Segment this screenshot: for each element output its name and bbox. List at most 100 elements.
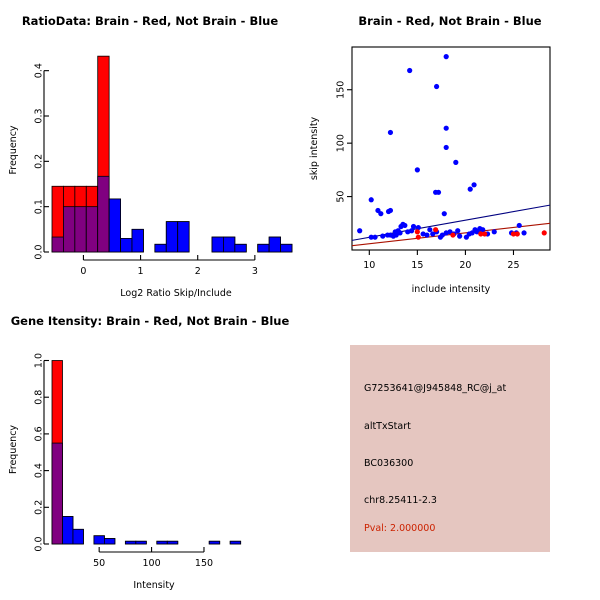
ratio-x-tick-label: 3 [252,266,258,277]
gene-y-tick-label: 0.2 [34,500,45,515]
scatter-x-tick-label: 10 [363,260,375,271]
gene-y-tick-label: 0.6 [34,426,45,441]
scatter-point [398,223,404,230]
scatter-point [441,211,447,217]
scatter-point [443,54,449,60]
scatter-y-tick-label: 100 [336,134,347,152]
ratio-bar-blue [177,221,190,253]
ratio-y-tick-label: 0.4 [34,63,45,78]
scatter-x-tick-label: 20 [459,260,471,271]
scatter-point [430,231,436,237]
ratio-bar-blue [211,236,224,253]
panel-gene-intensity-histogram: Gene Itensity: Brain - Red, Not Brain - … [0,300,300,600]
ratio-bar-blue [268,236,281,253]
ratio-y-tick-label: 0.1 [34,199,45,214]
gene-y-tick-label: 0.0 [34,536,45,551]
ratio-bar-blue [257,243,270,253]
scatter-point [541,230,547,236]
gene-bar-blue [104,538,116,545]
scatter-point [514,231,520,237]
scatter-point [478,231,484,237]
scatter-point [410,223,417,230]
ratio-bar-blue [120,237,133,253]
gene-bar-blue [124,540,137,545]
panel-gene-info: G7253641@J945848_RC@j_at altTxStart BC03… [300,300,600,600]
scatter-x-axis-label: include intensity [412,284,491,295]
ratio-histogram-title: RatioData: Brain - Red, Not Brain - Blue [21,14,279,28]
gene-bar-blue [166,540,179,545]
gene-x-tick-label: 150 [195,558,213,569]
ratio-bar-blue [154,243,167,253]
scatter-point [471,182,477,188]
scatter-point [408,228,415,234]
gene-bar-blue [135,540,147,545]
ratio-bar-overlap [85,206,99,253]
intensity-scatter-svg: 50 100 150 skip intensity 10 15 20 25 include in… [309,46,551,295]
gene-x-tick-label: 50 [93,558,105,569]
scatter-point [372,234,378,240]
scatter-point [424,232,430,238]
info-probe-id: G7253641@J945848_RC@j_at [364,383,507,394]
ratio-bar-overlap [51,236,64,253]
ratio-bar-blue [280,243,293,253]
scatter-point [387,129,394,136]
panel-intensity-scatter: Brain - Red, Not Brain - Blue 50 100 150 sk… [300,0,600,300]
gene-x-axis-label: Intensity [133,580,175,591]
ratio-bar-blue [131,228,144,253]
scatter-point [521,230,527,236]
scatter-point [414,229,420,235]
scatter-point [510,231,517,237]
scatter-point [380,233,386,239]
ratio-bar-blue [234,243,247,253]
info-event-type: altTxStart [364,421,411,432]
scatter-point [393,232,399,238]
ratio-x-tick-label: 0 [80,266,86,277]
scatter-point [443,144,449,151]
scatter-point [433,227,439,233]
gene-x-tick-label: 100 [143,558,161,569]
gene-bar-blue [208,540,221,545]
gene-bar-blue [62,516,74,545]
ratio-bar-blue [223,236,236,253]
scatter-point [357,228,363,234]
ratio-bar-overlap [74,206,87,253]
gene-histogram-title: Gene Itensity: Brain - Red, Not Brain - … [10,314,290,328]
scatter-point [455,228,461,234]
gene-bar-blue [93,535,105,545]
scatter-frame [351,46,551,251]
gene-y-axis-label: Frequency [8,425,19,474]
gene-y-tick-label: 0.4 [34,463,45,478]
gene-bar-blue [156,540,168,545]
scatter-point [443,125,449,131]
info-locus: chr8.25411-2.3 [364,495,437,506]
gene-bar-overlap [51,442,63,545]
gene-y-tick-label: 1.0 [34,353,45,368]
scatter-point [368,197,374,203]
ratio-y-tick-label: 0.0 [34,244,45,259]
scatter-x-tick-label: 15 [411,260,423,271]
scatter-point [415,224,421,231]
ratio-y-tick-label: 0.2 [34,154,45,169]
scatter-point [453,159,459,165]
ratio-x-tick-label: 2 [195,266,201,277]
scatter-point [415,234,421,240]
scatter-point [435,189,442,195]
scatter-point [491,229,497,235]
scatter-point [378,211,384,217]
scatter-point [368,234,374,240]
scatter-point [516,222,522,229]
scatter-point [450,232,456,238]
panel-ratio-histogram: RatioData: Brain - Red, Not Brain - Blue… [0,0,300,300]
gene-intensity-svg: 0.0 0.2 0.4 0.6 0.8 1.0 Frequency 50 100 150 Inten… [8,353,242,591]
scatter-y-axis-label: skip intensity [309,116,320,180]
scatter-point [433,83,440,90]
ratio-bar-blue [108,198,121,253]
gene-bar-blue [229,540,242,545]
scatter-y-tick-label: 50 [336,191,347,203]
scatter-point [397,230,403,236]
scatter-point [427,227,433,233]
scatter-point [414,167,420,173]
info-pval: Pval: 2.000000 [364,523,436,534]
ratio-x-tick-label: 1 [138,266,144,277]
